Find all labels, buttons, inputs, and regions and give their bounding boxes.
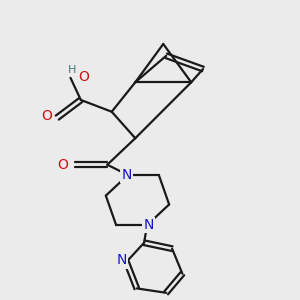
Text: O: O <box>79 70 90 84</box>
Text: N: N <box>117 254 127 267</box>
Text: O: O <box>58 158 68 172</box>
Text: N: N <box>121 168 132 182</box>
Text: N: N <box>143 218 154 232</box>
Text: O: O <box>41 109 52 123</box>
Text: H: H <box>68 64 76 75</box>
